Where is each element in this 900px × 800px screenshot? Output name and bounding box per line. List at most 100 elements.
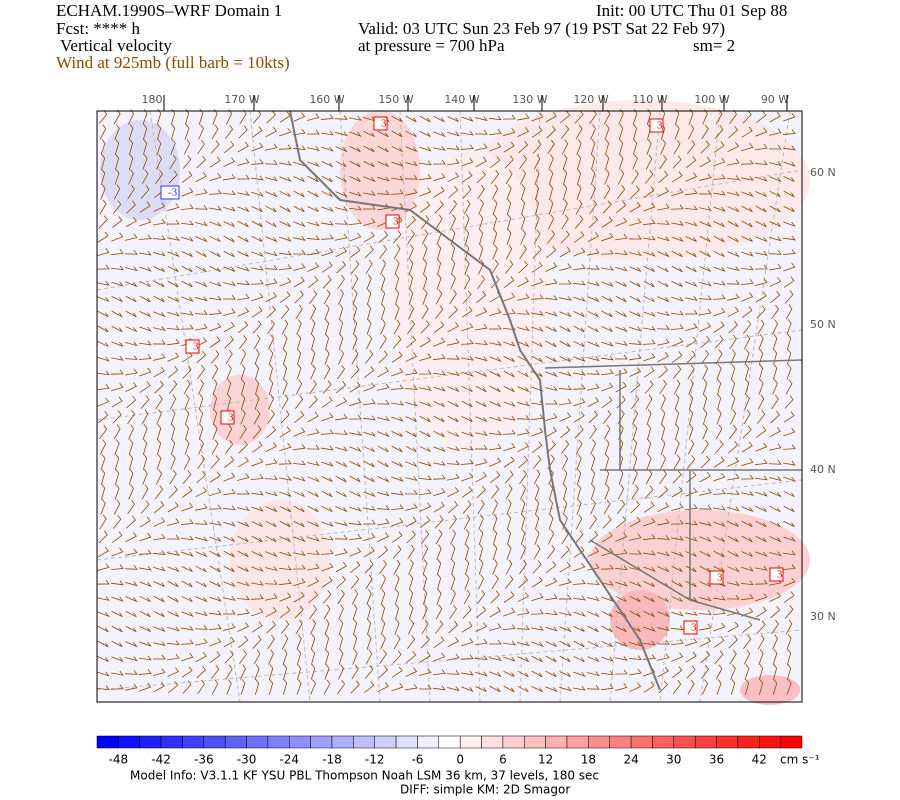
wind-barb (111, 281, 124, 287)
wind-barb (503, 341, 516, 347)
wind-barb (475, 416, 488, 423)
wind-barb (771, 304, 780, 320)
wind-barb (378, 230, 389, 244)
graticule (96, 169, 803, 291)
wind-barb (124, 565, 138, 570)
wind-barb (450, 544, 456, 560)
wind-barb (576, 139, 582, 155)
wind-barb (99, 439, 107, 455)
wind-barb (113, 424, 121, 440)
wind-barb (629, 326, 642, 332)
wind-barb (195, 171, 207, 183)
wind-barb (139, 655, 152, 661)
wind-barb (209, 221, 222, 227)
wind-barb (601, 326, 613, 332)
wind-barb (685, 265, 697, 273)
wind-barb (282, 663, 288, 680)
wind-barb (128, 169, 134, 185)
wind-barb (684, 504, 698, 511)
wind-barb (727, 206, 740, 213)
wind-barb (782, 564, 796, 570)
wind-barb (352, 649, 358, 665)
wind-barb (224, 140, 235, 154)
colorbar-swatch (374, 735, 397, 749)
wind-barb (209, 322, 222, 332)
wind-barb (293, 520, 305, 528)
wind-barb (436, 244, 442, 260)
wind-barb (741, 490, 754, 496)
wind-barb (446, 460, 460, 465)
wind-barb (352, 319, 358, 335)
wind-barb (419, 187, 432, 197)
wind-barb (97, 280, 110, 286)
wind-barb (531, 686, 543, 692)
wind-barb (324, 349, 330, 365)
wind-barb (293, 550, 306, 556)
wind-barb (237, 506, 250, 511)
graticule (699, 110, 791, 703)
wind-barb (335, 548, 348, 556)
contour-label-box (683, 620, 698, 635)
wind-barb (152, 654, 166, 660)
wind-barb (405, 667, 418, 677)
wind-barb (489, 142, 502, 152)
wind-barb (446, 354, 460, 360)
wind-barb (154, 500, 165, 514)
wind-barb (348, 205, 362, 211)
wind-barb (377, 460, 389, 468)
wind-barb (349, 475, 361, 483)
wind-barb (632, 154, 638, 170)
wind-barb (265, 551, 278, 558)
wind-barb (125, 581, 138, 587)
wind-barb (559, 371, 572, 377)
wind-barb (604, 138, 610, 155)
wind-barb (306, 444, 320, 450)
wind-barb (713, 206, 726, 212)
wind-barb (573, 640, 585, 648)
wind-barb (674, 424, 680, 440)
wind-barb (434, 515, 444, 529)
wind-barb (139, 595, 151, 603)
wind-barb (350, 260, 360, 274)
wind-barb (269, 678, 274, 695)
wind-barb (195, 638, 208, 646)
wind-barb (475, 156, 487, 168)
wind-barb (167, 236, 180, 241)
wind-barb (772, 319, 779, 335)
wind-barb (492, 544, 498, 560)
wind-barb (587, 625, 599, 633)
wind-barb (740, 279, 754, 286)
wind-barb (587, 656, 600, 663)
wind-barb (334, 115, 348, 120)
wind-barb (786, 319, 792, 335)
wind-barb (139, 381, 151, 393)
wind-barb (464, 529, 470, 545)
wind-barb (758, 678, 764, 695)
wind-barb (713, 521, 726, 527)
wind-barb (363, 231, 375, 243)
colorbar-swatch (459, 735, 482, 749)
wind-barb (279, 190, 291, 198)
wind-barb (560, 230, 570, 244)
wind-barb (279, 160, 292, 166)
wind-barb (477, 184, 485, 200)
wind-barb (251, 566, 264, 572)
wind-barb (479, 543, 484, 560)
wind-barb (674, 439, 680, 455)
wind-barb (699, 471, 711, 483)
wind-barb (671, 281, 683, 287)
wind-barb (474, 655, 488, 661)
wind-barb (100, 169, 106, 185)
wind-barb (769, 190, 781, 198)
wind-barb (490, 590, 500, 604)
wind-barb (279, 426, 291, 438)
wind-barb (702, 679, 709, 695)
wind-barb (516, 625, 530, 630)
wind-barb (671, 296, 684, 302)
wind-barb (181, 595, 193, 603)
wind-barb (224, 456, 235, 469)
wind-barb (629, 201, 641, 213)
wind-barb (461, 171, 473, 183)
wind-barb (306, 235, 320, 241)
wind-barb (436, 573, 442, 590)
